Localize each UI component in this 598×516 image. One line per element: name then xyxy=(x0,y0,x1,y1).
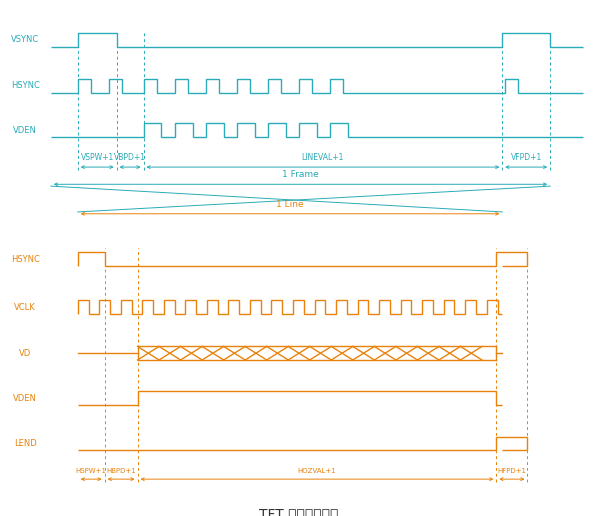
Text: VSYNC: VSYNC xyxy=(11,36,39,44)
Text: 1 Line: 1 Line xyxy=(276,200,304,209)
Text: LINEVAL+1: LINEVAL+1 xyxy=(302,153,344,162)
Text: VFPD+1: VFPD+1 xyxy=(511,153,542,162)
Text: VDEN: VDEN xyxy=(13,394,37,402)
Text: VSPW+1: VSPW+1 xyxy=(81,153,114,162)
Text: 1 Frame: 1 Frame xyxy=(282,170,319,180)
Text: TFT 屏工作时序图: TFT 屏工作时序图 xyxy=(260,507,338,516)
Text: VBPD+1: VBPD+1 xyxy=(114,153,146,162)
Text: VDEN: VDEN xyxy=(13,126,37,135)
Text: HSYNC: HSYNC xyxy=(11,82,39,90)
Text: VD: VD xyxy=(19,349,31,358)
Text: LEND: LEND xyxy=(14,439,36,448)
Text: HSYNC: HSYNC xyxy=(11,255,39,264)
Text: HOZVAL+1: HOZVAL+1 xyxy=(298,468,336,474)
Text: HSPW+1: HSPW+1 xyxy=(76,468,106,474)
Text: HBPD+1: HBPD+1 xyxy=(106,468,136,474)
Text: HFPD+1: HFPD+1 xyxy=(498,468,526,474)
Text: VCLK: VCLK xyxy=(14,303,36,312)
